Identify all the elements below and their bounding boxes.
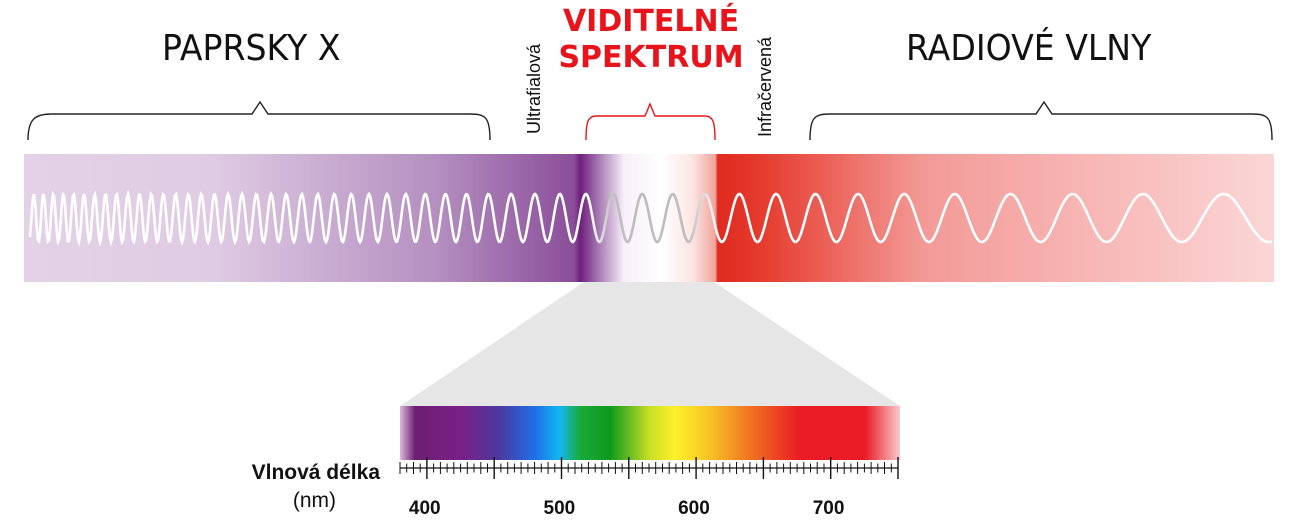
radio-brace (809, 100, 1273, 141)
tick-label: 700 (812, 498, 845, 519)
xray-label: PAPRSKY X (162, 28, 341, 69)
visible-spectrum-bar (400, 406, 900, 460)
wavelength-title-text: Vlnová délka (251, 461, 380, 484)
tick-label: 400 (408, 498, 441, 519)
radio-waves-label: RADIOVÉ VLNY (906, 28, 1152, 69)
visible-brace (585, 102, 716, 141)
visible-spectrum-label: VIDITELNÉ SPEKTRUM (556, 4, 746, 76)
wavelength-title: Vlnová délka (nm) (200, 461, 380, 513)
tick-label: 600 (678, 498, 710, 519)
wavelength-ruler (399, 457, 899, 479)
ir-label: Infračervená (755, 36, 775, 137)
wave-line (28, 189, 1273, 248)
visible-label-line1: VIDITELNÉ (562, 4, 740, 39)
xray-brace (27, 100, 491, 141)
tick-label: 500 (543, 498, 576, 519)
wavelength-unit: (nm) (292, 489, 336, 512)
uv-label: Ultrafialová (524, 43, 544, 134)
visible-label-line2: SPEKTRUM (558, 40, 744, 75)
zoom-projection (400, 282, 900, 406)
